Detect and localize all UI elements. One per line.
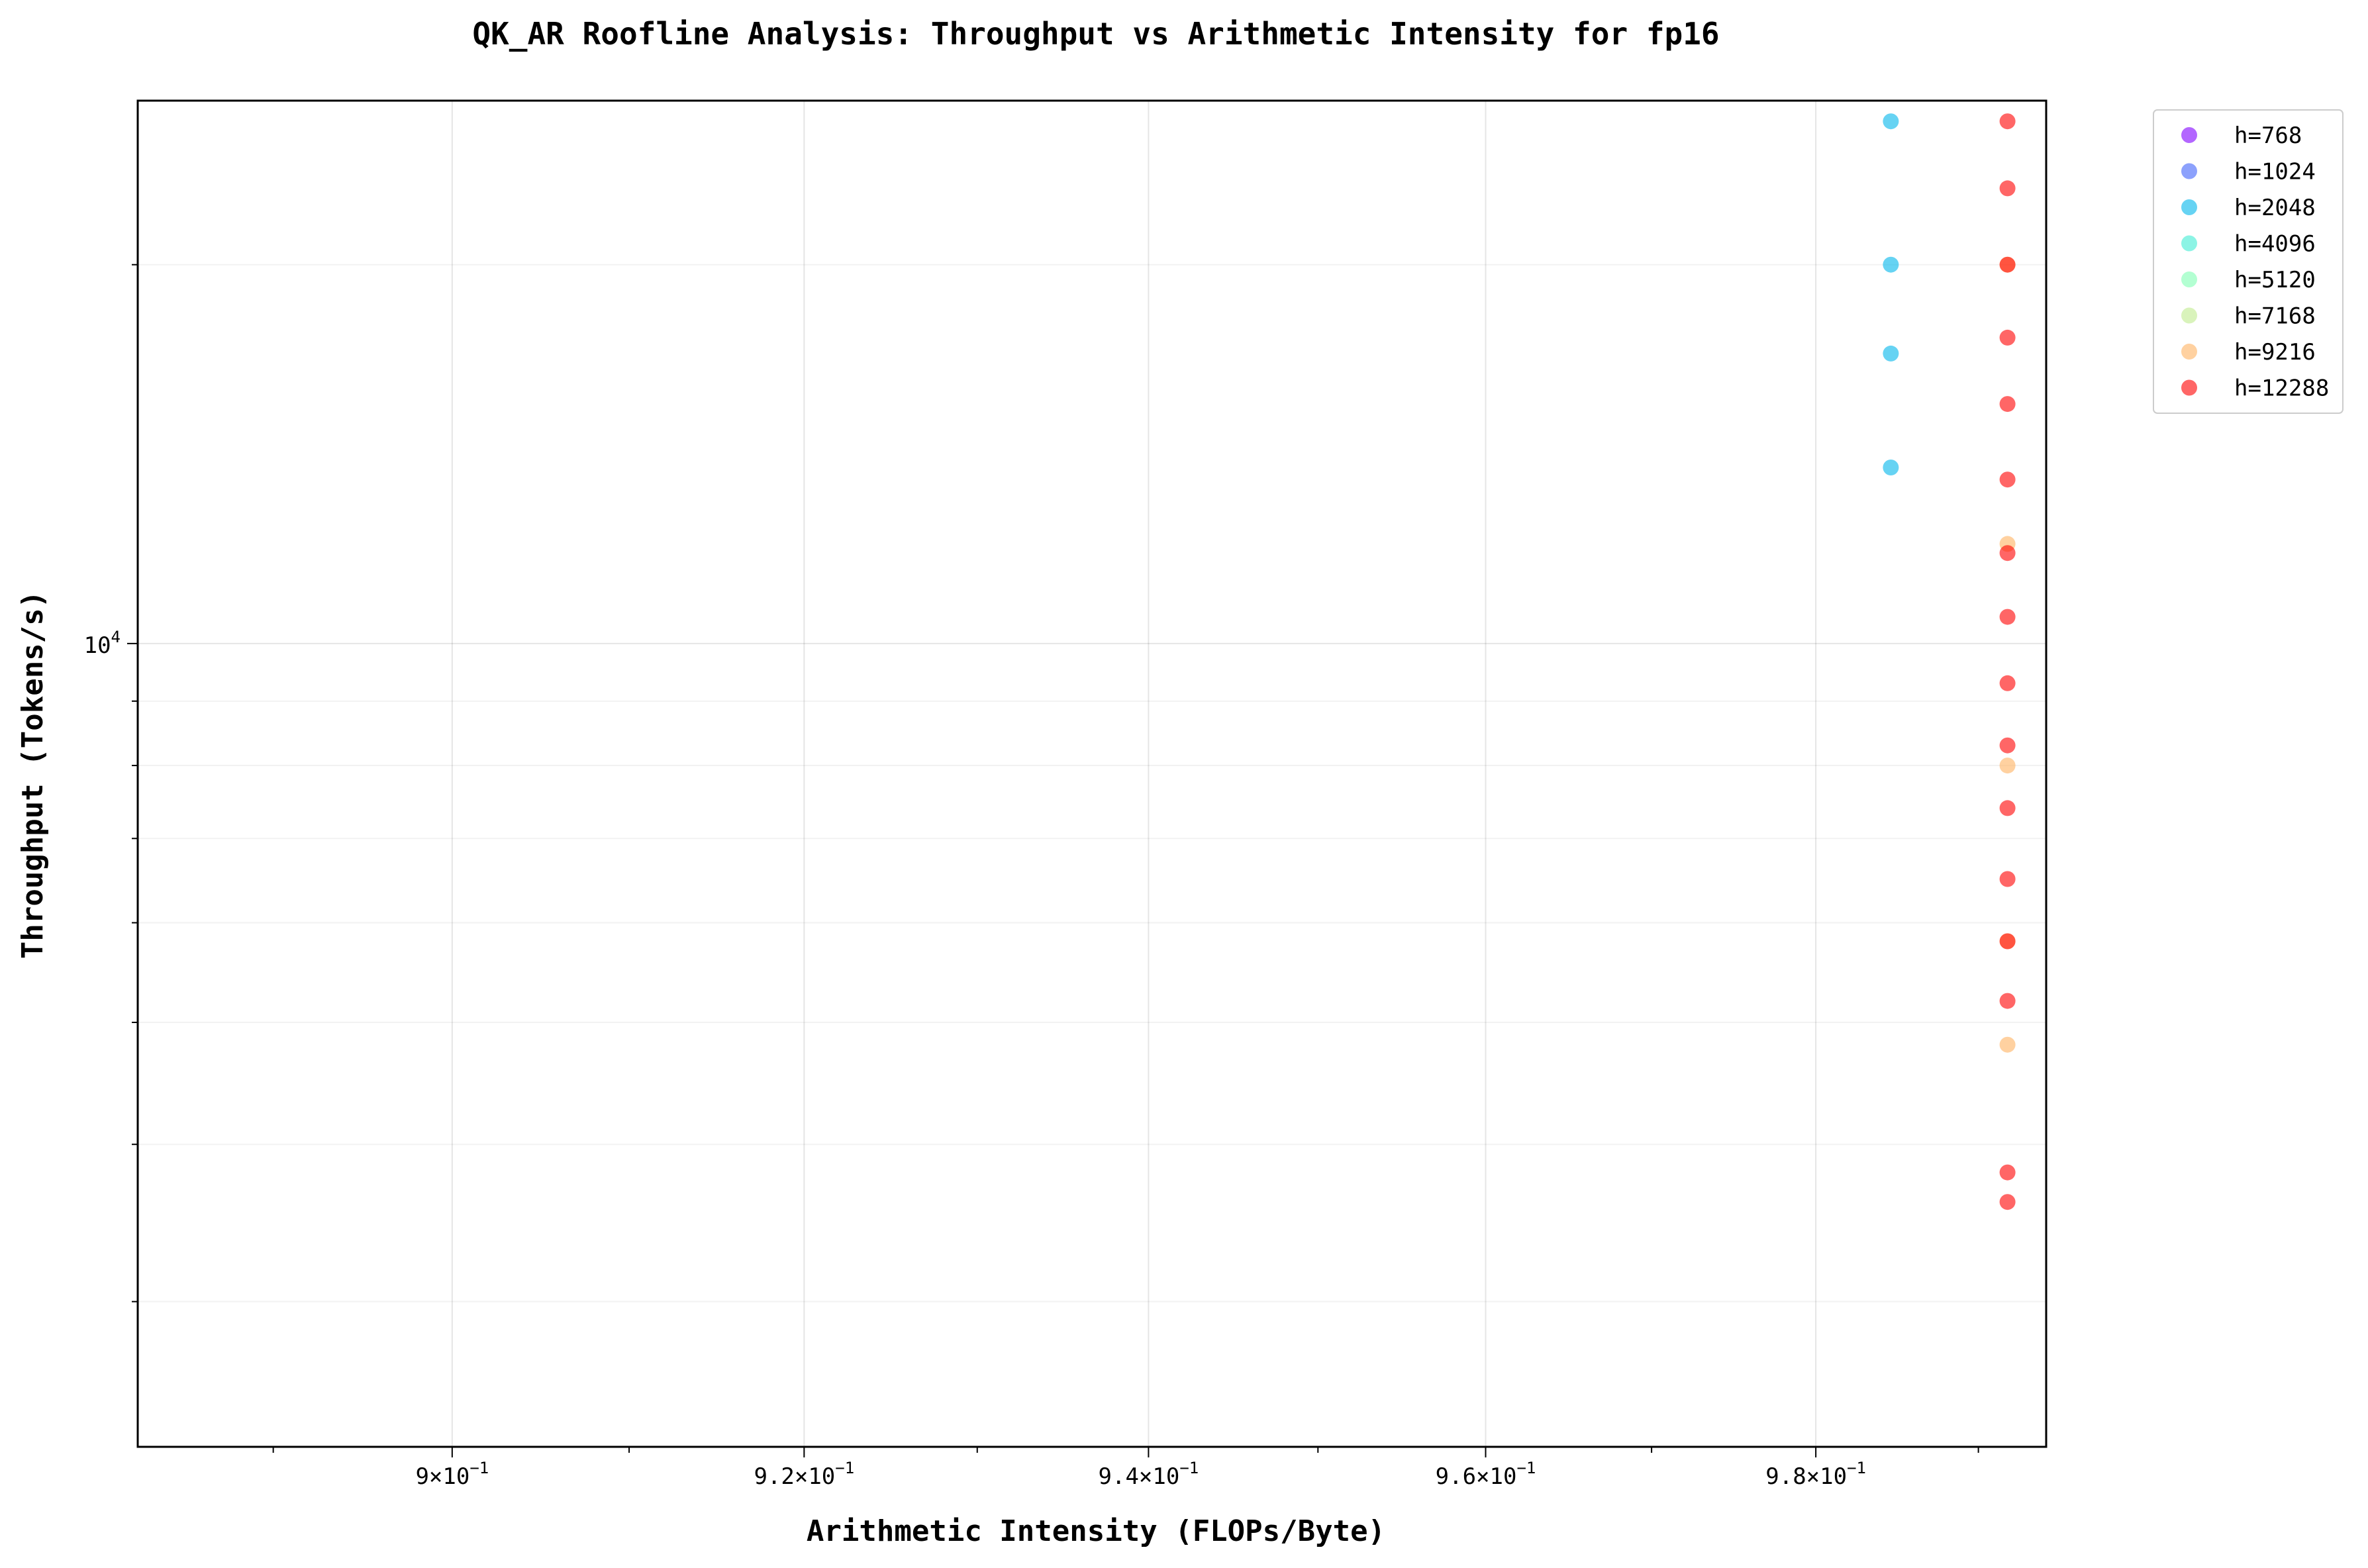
- legend-label: h=5120: [2234, 267, 2316, 293]
- data-point: [1999, 113, 2016, 130]
- data-point: [1999, 545, 2016, 562]
- series-h=2048: [1883, 113, 1899, 475]
- legend-marker: [2181, 235, 2197, 252]
- data-point: [1999, 993, 2016, 1009]
- data-point: [1999, 1194, 2016, 1210]
- data-point: [1883, 345, 1899, 362]
- legend-marker: [2181, 163, 2197, 179]
- data-point: [1999, 1036, 2016, 1053]
- x-tick-label: 9.6×10−1: [1436, 1459, 1536, 1490]
- x-tick-label: 9.4×10−1: [1099, 1459, 1199, 1490]
- legend-label: h=12288: [2234, 375, 2329, 402]
- x-tick-label: 9.2×10−1: [754, 1459, 854, 1490]
- legend-marker: [2181, 379, 2197, 396]
- data-point: [1999, 329, 2016, 346]
- data-point: [1883, 113, 1899, 130]
- y-tick-label: 104: [84, 628, 121, 659]
- plot-area: 1041051061079×10−19.2×10−19.4×10−19.6×10…: [84, 99, 2047, 1490]
- data-point: [1999, 933, 2016, 950]
- legend-marker: [2181, 199, 2197, 215]
- series-h=12288: [1999, 113, 2016, 1210]
- data-point: [1999, 758, 2016, 774]
- legend-label: h=4096: [2234, 231, 2316, 258]
- data-point: [1999, 609, 2016, 625]
- plot-frame: [136, 99, 2047, 1448]
- data-point: [1999, 471, 2016, 488]
- data-points: [1883, 113, 2016, 1210]
- x-axis-label: Arithmetic Intensity (FLOPs/Byte): [807, 1514, 1385, 1548]
- chart-title: QK_AR Roofline Analysis: Throughput vs A…: [472, 16, 1719, 52]
- legend: h=768 h=1024 h=2048 h=4096 h=5120 h=7168 h=921…: [2153, 109, 2343, 414]
- x-tick-label: 9×10−1: [415, 1459, 489, 1490]
- legend-marker: [2181, 271, 2197, 287]
- legend-label: h=2048: [2234, 195, 2316, 221]
- data-point: [1999, 1164, 2016, 1181]
- data-point: [1883, 460, 1899, 475]
- data-point: [1883, 256, 1899, 273]
- data-point: [1999, 871, 2016, 887]
- legend-label: h=7168: [2234, 303, 2316, 330]
- x-tick-label: 9.8×10−1: [1765, 1459, 1866, 1490]
- legend-marker: [2181, 127, 2197, 143]
- data-point: [1999, 256, 2016, 273]
- legend-marker: [2181, 344, 2197, 360]
- legend-box: [2153, 109, 2343, 414]
- legend-label: h=768: [2234, 122, 2302, 149]
- data-point: [1999, 396, 2016, 413]
- data-point: [1999, 800, 2016, 816]
- legend-label: h=1024: [2234, 159, 2316, 185]
- legend-marker: [2181, 307, 2197, 324]
- y-axis-label: Throughput (Tokens/s): [16, 591, 50, 959]
- data-point: [1999, 180, 2016, 197]
- data-point: [1999, 675, 2016, 691]
- data-point: [1999, 737, 2016, 754]
- legend-label: h=9216: [2234, 339, 2316, 366]
